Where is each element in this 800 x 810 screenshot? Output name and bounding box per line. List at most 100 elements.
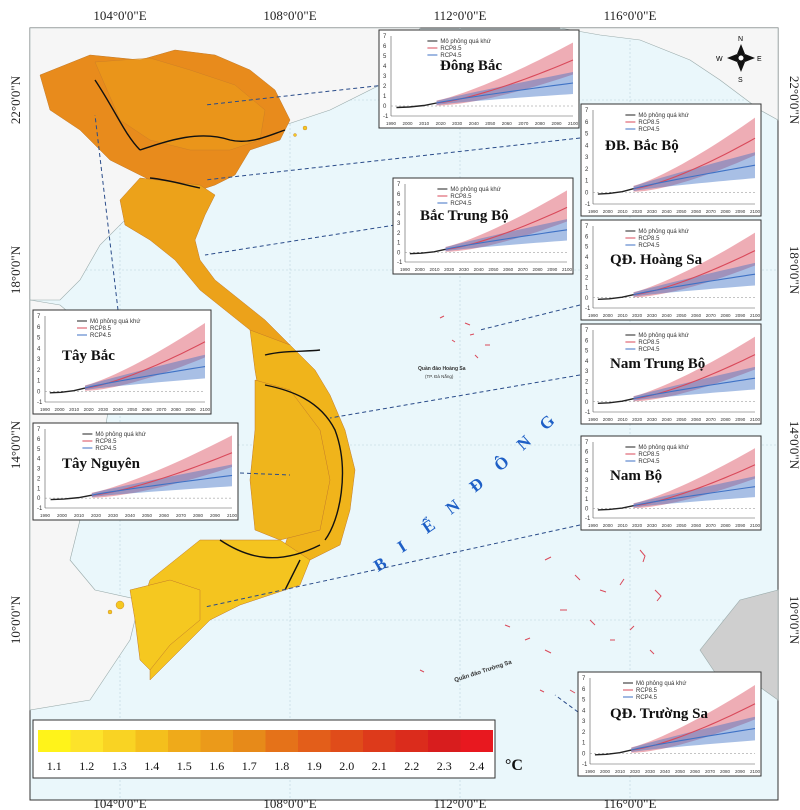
inset-y-tick: 4 — [37, 346, 41, 352]
inset-y-tick: 0 — [383, 104, 387, 110]
inset-year-tick: 2010 — [429, 267, 440, 272]
inset-year-tick: 2100 — [750, 523, 761, 528]
inset-year-tick: 2100 — [200, 407, 211, 412]
legend-swatch — [233, 730, 266, 752]
inset-y-tick: 4 — [397, 211, 401, 217]
inset-y-tick: 6 — [383, 44, 387, 50]
y-label-left: 22°0'0"N — [8, 75, 23, 124]
inset-y-tick: 0 — [397, 250, 401, 256]
inset-year-tick: 1990 — [588, 209, 599, 214]
y-label-right: 22°0'0"N — [787, 76, 800, 125]
compass-e-label: E — [757, 56, 762, 63]
rcp45-line — [633, 377, 756, 400]
inset-legend-label: RCP8.5 — [440, 46, 462, 52]
inset-year-tick: 2080 — [171, 407, 182, 412]
inset-y-tick: 5 — [37, 447, 41, 453]
inset-legend-label: RCP4.5 — [636, 695, 658, 701]
legend-swatch — [168, 730, 201, 752]
past-line — [409, 248, 446, 255]
inset-year-tick: 2060 — [691, 209, 702, 214]
compass-west-icon — [727, 54, 741, 62]
rcp45-line — [631, 727, 756, 751]
inset-year-tick: 2040 — [113, 407, 124, 412]
x-label-bottom: 112°0'0"E — [434, 796, 487, 810]
legend-swatch — [298, 730, 331, 752]
inset-y-tick: 0 — [37, 389, 41, 395]
rcp85-band — [436, 42, 573, 106]
inset-legend-label: RCP4.5 — [638, 347, 660, 353]
past-line — [597, 188, 634, 195]
y-label-right: 10°0'0"N — [787, 596, 800, 645]
inset-y-tick: 1 — [37, 379, 41, 385]
inset-y-tick: 6 — [585, 450, 589, 456]
legend-value: 1.8 — [274, 759, 289, 773]
inset-y-tick: 3 — [397, 221, 401, 227]
inset-year-tick: 2050 — [676, 523, 687, 528]
inset-year-tick: 2090 — [210, 513, 221, 518]
inset-legend-label: RCP4.5 — [440, 53, 462, 59]
legend-value: 2.3 — [437, 759, 452, 773]
legend-swatch — [135, 730, 168, 752]
inset-year-tick: 2010 — [617, 313, 628, 318]
inset-y-tick: 5 — [585, 132, 589, 138]
inset-year-tick: 2060 — [502, 121, 513, 126]
legend-swatch — [428, 730, 461, 752]
inset-y-tick: 5 — [37, 336, 41, 342]
y-label-left: 10°0'0"N — [8, 595, 23, 644]
inset-y-tick: 2 — [37, 476, 41, 482]
inset-title: Tây Nguyên — [62, 456, 141, 472]
inset-year-tick: 1990 — [588, 417, 599, 422]
inset-y-tick: 7 — [37, 314, 41, 320]
hoang-sa-sub-label: (TP. Đà Nẵng) — [425, 373, 454, 379]
inset-year-tick: 2080 — [720, 769, 731, 774]
inset-year-tick: 2030 — [452, 121, 463, 126]
inset-legend-label: RCP4.5 — [95, 446, 117, 452]
legend-swatch — [103, 730, 136, 752]
inset-legend-label: RCP4.5 — [638, 127, 660, 133]
rcp85-band — [633, 232, 755, 298]
inset-year-tick: 2090 — [735, 417, 746, 422]
inset-y-tick: 0 — [585, 190, 589, 196]
rcp85-band — [631, 684, 755, 753]
inset-year-tick: 1990 — [40, 407, 51, 412]
inset-y-tick: 7 — [582, 676, 586, 682]
inset-y-tick: 3 — [37, 357, 41, 363]
inset-y-tick: 6 — [397, 192, 401, 198]
legend-value: 1.9 — [307, 759, 322, 773]
inset-year-tick: 2080 — [535, 121, 546, 126]
inset-frame — [32, 422, 239, 521]
inset-year-tick: 2050 — [127, 407, 138, 412]
inset-y-tick: 3 — [585, 265, 589, 271]
inset-y-tick: 4 — [383, 64, 387, 70]
inset-y-tick: -1 — [585, 410, 591, 416]
inset-title: Tây Bắc — [62, 348, 115, 364]
inset-year-tick: 2070 — [518, 121, 529, 126]
inset-y-tick: -1 — [37, 400, 43, 406]
x-label-top: 116°0'0"E — [604, 8, 657, 23]
inset-y-tick: 1 — [585, 286, 589, 292]
inset-y-tick: 6 — [582, 687, 586, 693]
compass-north-icon — [737, 44, 745, 58]
inset-year-tick: 2020 — [436, 121, 447, 126]
inset-frame — [378, 29, 580, 129]
inset-year-tick: 2090 — [735, 769, 746, 774]
inset-legend-label: RCP8.5 — [638, 340, 660, 346]
inset-year-tick: 2080 — [533, 267, 544, 272]
legend-value: 2.2 — [404, 759, 419, 773]
inset-y-tick: 2 — [582, 730, 586, 736]
inset-y-tick: 2 — [397, 231, 401, 237]
inset-title: QĐ. Hoàng Sa — [610, 252, 703, 268]
legend-swatch — [395, 730, 428, 752]
inset-year-tick: 2000 — [603, 523, 614, 528]
inset-year-tick: 2040 — [474, 267, 485, 272]
inset-year-tick: 2040 — [125, 513, 136, 518]
inset-y-tick: 4 — [585, 143, 589, 149]
inset-legend-label: RCP8.5 — [95, 439, 117, 445]
